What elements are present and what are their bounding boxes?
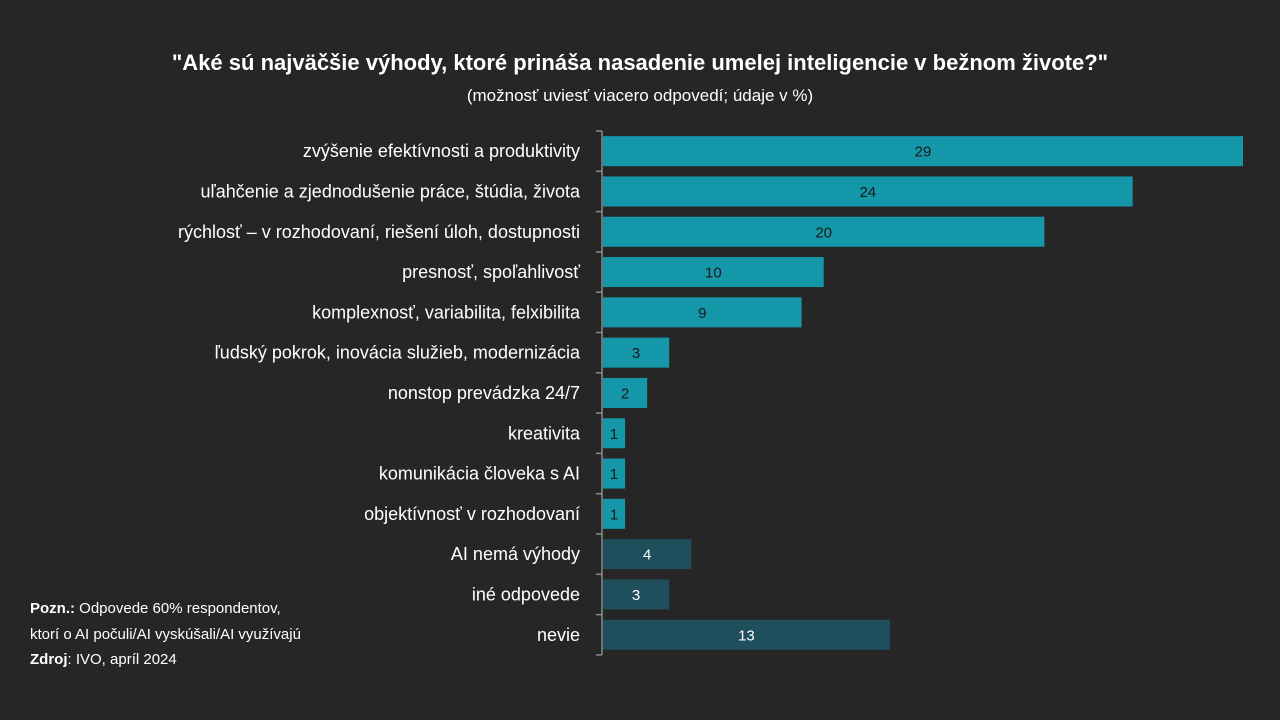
category-label: nonstop prevádzka 24/7 — [388, 383, 580, 403]
bar — [603, 176, 1133, 207]
category-label: uľahčenie a zjednodušenie práce, štúdia,… — [200, 181, 580, 201]
data-label: 29 — [915, 144, 932, 161]
bar — [603, 377, 648, 408]
chart-subtitle: (možnosť uviesť viacero odpovedí; údaje … — [466, 86, 814, 105]
bar — [603, 619, 890, 650]
data-label: 10 — [705, 265, 722, 282]
source: Zdroj: IVO, apríl 2024 — [30, 651, 177, 668]
source-text: : IVO, apríl 2024 — [67, 651, 177, 668]
bar — [603, 498, 626, 529]
category-label: komplexnosť, variabilita, felxibilita — [312, 302, 581, 322]
category-label: iné odpovede — [472, 584, 580, 604]
data-label: 3 — [632, 345, 640, 362]
data-label: 1 — [610, 466, 618, 483]
data-label: 13 — [738, 627, 755, 644]
bar — [603, 216, 1045, 247]
data-label: 9 — [698, 305, 706, 322]
category-label: komunikácia človeka s AI — [379, 464, 580, 484]
chart-title: "Aké sú najväčšie výhody, ktoré prináša … — [171, 50, 1109, 75]
category-label: presnosť, spoľahlivosť — [402, 262, 580, 282]
data-label: 24 — [859, 184, 876, 201]
note-label: Pozn.: — [30, 600, 75, 617]
bar — [603, 458, 626, 489]
data-label: 2 — [621, 385, 629, 402]
category-label: kreativita — [508, 423, 581, 443]
data-label: 4 — [643, 547, 651, 564]
source-label: Zdroj — [30, 651, 68, 668]
bar — [603, 579, 670, 610]
category-label: nevie — [537, 625, 580, 645]
bar — [603, 297, 802, 328]
note: Pozn.: Odpovede 60% respondentov, ktorí … — [30, 596, 301, 648]
note-text-line2: ktorí o AI počuli/AI vyskúšali/AI využív… — [30, 626, 301, 643]
data-label: 3 — [632, 587, 640, 604]
note-text-line1: Odpovede 60% respondentov, — [75, 600, 281, 617]
category-label: zvýšenie efektívnosti a produktivity — [303, 141, 580, 161]
data-label: 1 — [610, 506, 618, 523]
data-label: 1 — [610, 426, 618, 443]
category-label: objektívnosť v rozhodovaní — [364, 504, 580, 524]
category-label: AI nemá výhody — [451, 544, 580, 564]
data-label: 20 — [815, 224, 832, 241]
bar — [603, 136, 1243, 167]
category-label: ľudský pokrok, inovácia služieb, moderni… — [215, 343, 581, 363]
bar — [603, 418, 626, 449]
bar — [603, 337, 670, 368]
bar — [603, 539, 692, 570]
bar — [603, 257, 824, 288]
category-label: rýchlosť – v rozhodovaní, riešení úloh, … — [178, 222, 580, 242]
